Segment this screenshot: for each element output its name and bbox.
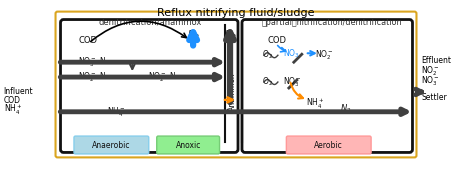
Text: Reflux nitrifying fluid/sludge: Reflux nitrifying fluid/sludge	[157, 8, 315, 18]
Text: （partial）nitrification/denitrification: （partial）nitrification/denitrification	[262, 18, 402, 27]
Text: NO$_2^-$: NO$_2^-$	[315, 48, 334, 62]
Text: NH$_4^-$: NH$_4^-$	[108, 105, 126, 118]
Text: NO$_2^-$-N: NO$_2^-$-N	[148, 70, 177, 84]
Text: Effluent: Effluent	[421, 56, 451, 65]
Text: NO$_2^-$-N: NO$_2^-$-N	[79, 70, 107, 84]
Text: Anaerobic: Anaerobic	[92, 141, 131, 149]
Text: N$_2$: N$_2$	[224, 29, 237, 42]
Text: O$_2$: O$_2$	[262, 76, 273, 88]
FancyBboxPatch shape	[286, 136, 371, 154]
Text: NH$_4^+$: NH$_4^+$	[4, 103, 22, 117]
Text: NO$_2^-$: NO$_2^-$	[421, 64, 440, 78]
Text: NO$_3^-$-N: NO$_3^-$-N	[79, 55, 107, 69]
Text: denitrification/anammox: denitrification/anammox	[99, 18, 202, 27]
Text: NO$_3^-$: NO$_3^-$	[283, 75, 301, 89]
Text: Anoxic: Anoxic	[175, 141, 201, 149]
Text: N$_2$: N$_2$	[187, 29, 200, 42]
Text: Aerobic: Aerobic	[314, 141, 343, 149]
Text: N$_2$: N$_2$	[340, 103, 351, 115]
FancyBboxPatch shape	[157, 136, 219, 154]
Text: Settler: Settler	[421, 93, 447, 102]
Text: NO$_3^-$: NO$_3^-$	[421, 74, 440, 88]
Text: O$_2$: O$_2$	[262, 49, 273, 62]
Text: NH$_4^+$: NH$_4^+$	[306, 97, 324, 111]
Text: COD: COD	[79, 36, 98, 45]
Text: Anammox: Anammox	[228, 73, 237, 111]
Text: Influent: Influent	[4, 87, 33, 96]
Text: COD: COD	[4, 96, 21, 105]
Text: COD: COD	[268, 36, 287, 45]
FancyBboxPatch shape	[74, 136, 149, 154]
Text: NO$_3$: NO$_3$	[283, 47, 300, 60]
